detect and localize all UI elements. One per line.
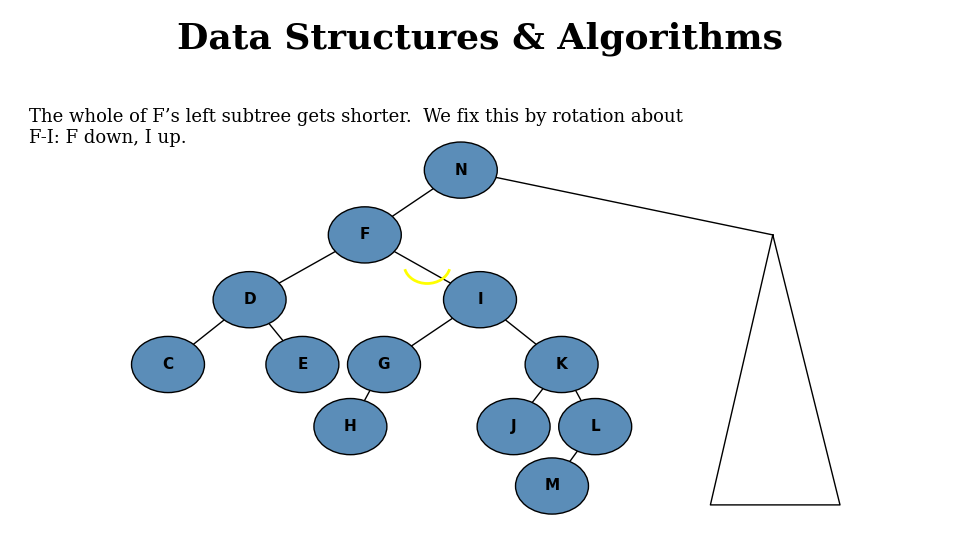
Ellipse shape: [266, 336, 339, 393]
Text: M: M: [544, 478, 560, 494]
Ellipse shape: [516, 458, 588, 514]
Ellipse shape: [444, 272, 516, 328]
Ellipse shape: [314, 399, 387, 455]
Ellipse shape: [213, 272, 286, 328]
Ellipse shape: [132, 336, 204, 393]
Text: D: D: [243, 292, 256, 307]
Text: I: I: [477, 292, 483, 307]
Text: H: H: [344, 419, 357, 434]
Text: L: L: [590, 419, 600, 434]
Ellipse shape: [525, 336, 598, 393]
Ellipse shape: [559, 399, 632, 455]
Text: J: J: [511, 419, 516, 434]
Text: Data Structures & Algorithms: Data Structures & Algorithms: [177, 22, 783, 56]
Ellipse shape: [424, 142, 497, 198]
Text: G: G: [377, 357, 391, 372]
Text: E: E: [298, 357, 307, 372]
Text: K: K: [556, 357, 567, 372]
Ellipse shape: [348, 336, 420, 393]
Ellipse shape: [477, 399, 550, 455]
Text: N: N: [454, 163, 468, 178]
Text: F: F: [360, 227, 370, 242]
Text: C: C: [162, 357, 174, 372]
Ellipse shape: [328, 207, 401, 263]
Text: The whole of F’s left subtree gets shorter.  We fix this by rotation about
F-I: : The whole of F’s left subtree gets short…: [29, 108, 683, 147]
